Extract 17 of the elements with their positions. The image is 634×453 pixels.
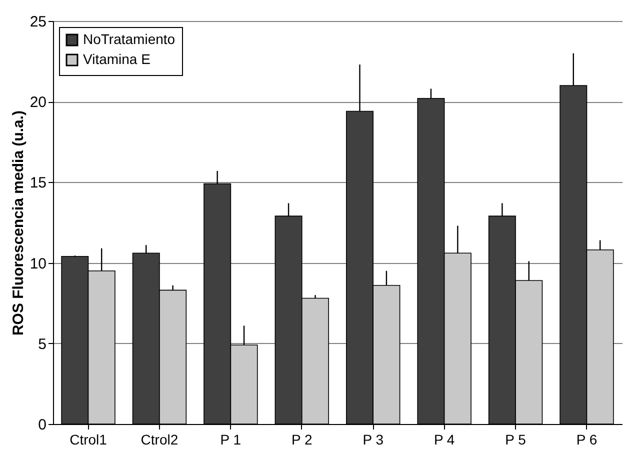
y-tick-label: 0 [38,416,46,434]
y-tick-label: 25 [30,14,46,30]
y-tick-label: 15 [30,174,46,192]
legend-label: NoTratamiento [83,31,176,47]
x-tick-label: P 2 [292,432,312,448]
y-axis-title: ROS Fluorescencia media (u.a.) [10,110,27,336]
x-tick-label: Ctrol1 [70,432,108,448]
legend-label: Vitamina E [83,51,150,67]
x-tick-label: P 1 [220,432,242,448]
x-tick-label: P 4 [434,432,455,448]
y-tick-label: 5 [38,336,46,353]
y-tick-label: 10 [30,255,46,272]
y-tick-label: 20 [30,94,46,112]
x-tick-label: P 6 [576,432,598,448]
x-tick-label: Ctrol2 [140,432,178,448]
x-tick-label: P 5 [505,432,526,448]
x-tick-label: P 3 [362,432,384,448]
